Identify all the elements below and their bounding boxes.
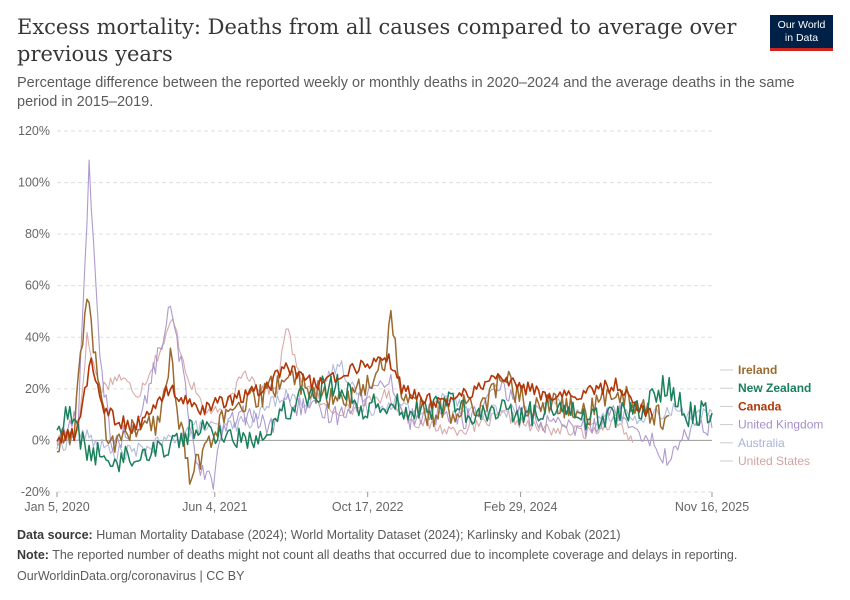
- legend-label-united-kingdom: United Kingdom: [738, 418, 823, 432]
- series-line-canada: [56, 353, 653, 444]
- x-tick-label: Jan 5, 2020: [24, 500, 89, 514]
- legend-label-australia: Australia: [738, 436, 785, 450]
- data-source-text: Human Mortality Database (2024); World M…: [96, 528, 621, 542]
- chart-title: Excess mortality: Deaths from all causes…: [17, 15, 737, 66]
- y-tick-label: 80%: [25, 227, 50, 241]
- note-line: Note: The reported number of deaths migh…: [17, 548, 737, 562]
- note-text: The reported number of deaths might not …: [52, 548, 738, 562]
- series-line-australia: [56, 360, 713, 461]
- legend-label-ireland: Ireland: [738, 363, 777, 377]
- legend-label-united-states: United States: [738, 454, 810, 468]
- x-tick-label: Feb 29, 2024: [484, 500, 558, 514]
- series-line-united-kingdom: [56, 159, 713, 490]
- series-line-new-zealand: [56, 373, 713, 473]
- legend-label-canada: Canada: [738, 399, 782, 413]
- y-tick-label: 120%: [18, 124, 50, 138]
- series-line-ireland: [56, 298, 670, 485]
- logo-line-1: Our World: [777, 19, 826, 31]
- x-tick-label: Oct 17, 2022: [332, 500, 404, 514]
- data-source-line: Data source: Human Mortality Database (2…: [17, 528, 621, 542]
- note-label: Note:: [17, 548, 49, 562]
- chart-subtitle: Percentage difference between the report…: [17, 75, 795, 110]
- owid-logo[interactable]: Our World in Data: [770, 15, 833, 51]
- y-tick-label: -20%: [21, 485, 50, 499]
- y-tick-label: 0%: [32, 433, 50, 447]
- legend-label-new-zealand: New Zealand: [738, 381, 811, 395]
- excess-mortality-chart: -20% 0% 20% 40% 60% 80% 100% 120% Jan 5, 2020 Jun…: [18, 124, 823, 514]
- x-tick-label: Jun 4, 2021: [182, 500, 247, 514]
- y-tick-label: 40%: [25, 330, 50, 344]
- y-tick-label: 100%: [18, 176, 50, 190]
- y-tick-label: 20%: [25, 382, 50, 396]
- y-tick-label: 60%: [25, 279, 50, 293]
- data-source-label: Data source:: [17, 528, 93, 542]
- x-tick-label: Nov 16, 2025: [675, 500, 749, 514]
- logo-line-2: in Data: [784, 32, 819, 44]
- source-url[interactable]: OurWorldinData.org/coronavirus | CC BY: [17, 569, 245, 583]
